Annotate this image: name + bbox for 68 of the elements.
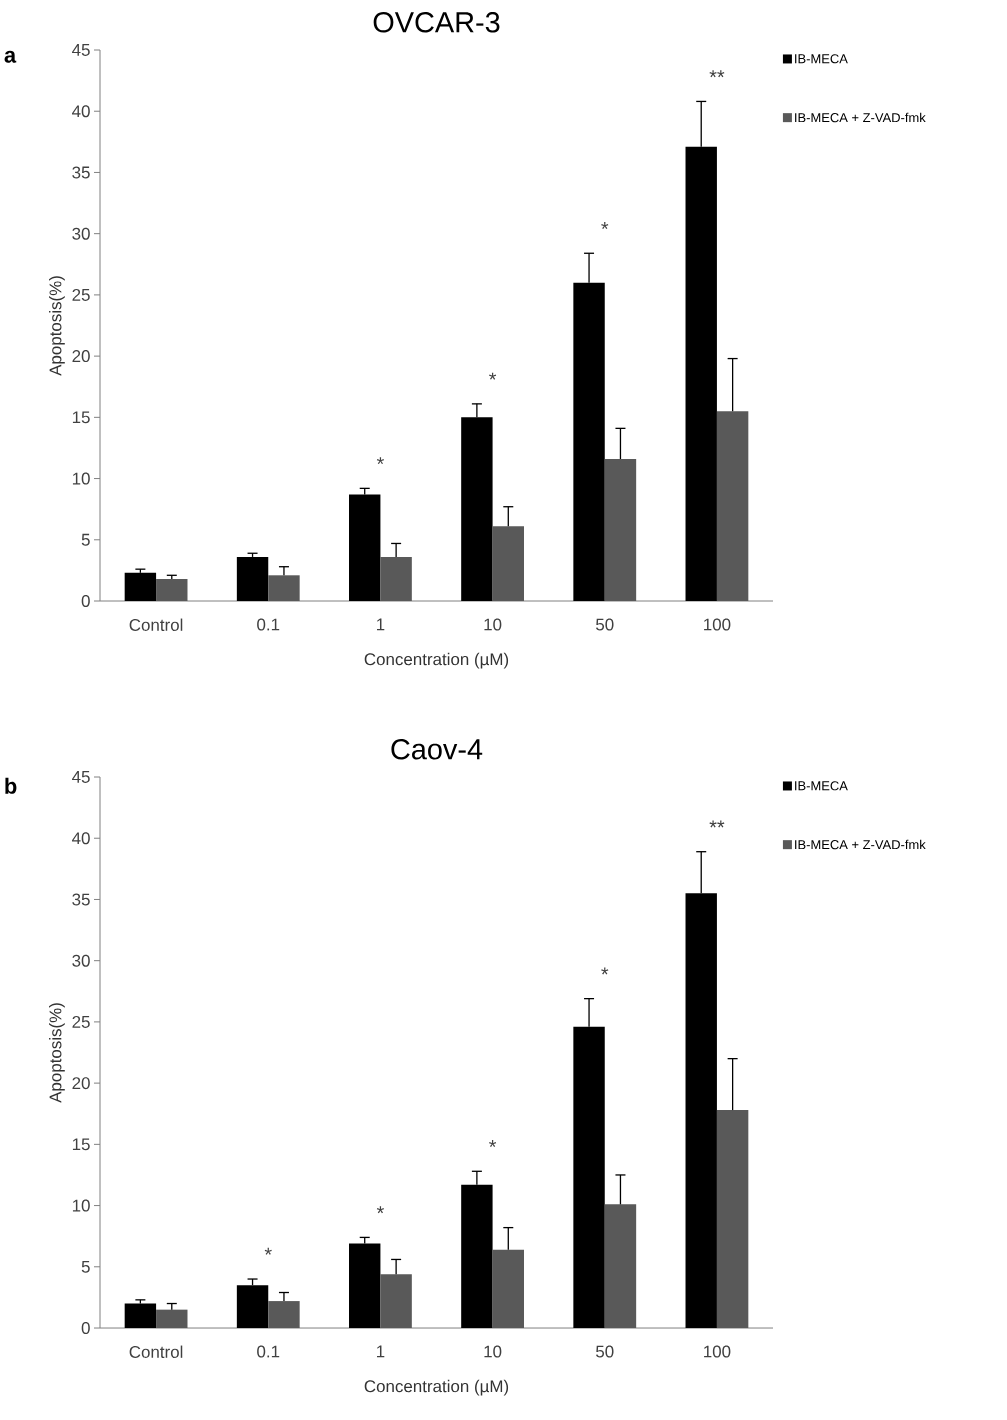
y-axis-title: Apoptosis(%) [49,1003,65,1103]
y-tick-label: 45 [72,44,90,56]
x-tick-label: Control [129,618,183,631]
y-tick-label: 20 [72,1077,90,1090]
x-tick-label: 10 [484,618,502,631]
bar [268,575,300,602]
y-tick-label: 25 [72,1015,90,1028]
x-axis-title: Concentration (µM) [364,652,509,669]
y-tick-label: 30 [72,954,90,967]
x-tick-label: 100 [704,1345,731,1358]
y-tick-label: 10 [72,1199,90,1212]
x-tick-label: 1 [377,1345,385,1358]
x-axis-title: Concentration (µM) [364,1379,509,1396]
legend-label: IB-MECA + Z-VAD-fmk [795,839,926,850]
y-tick-label: 0 [81,595,90,608]
annotation: * [376,1206,384,1214]
y-tick-label: 40 [72,105,90,118]
chart-title: OVCAR-3 [373,12,500,33]
y-tick-label: 30 [72,227,90,240]
bar [124,572,157,602]
bar [604,1204,637,1329]
annotation: * [489,372,497,380]
x-tick-label: 50 [596,618,614,631]
bar [492,526,524,602]
x-tick-label: 0.1 [257,618,280,631]
legend-label: IB-MECA + Z-VAD-fmk [795,112,926,123]
bar [604,458,637,602]
bar [380,556,412,602]
x-tick-label: 1 [377,618,385,631]
y-tick-label: 15 [72,1138,90,1151]
bar [268,1301,300,1329]
legend-label: IB-MECA [795,54,848,64]
y-tick-label: 10 [72,472,90,485]
bar [716,411,749,602]
annotation: * [376,457,384,465]
bar [716,1110,749,1329]
bar [380,1274,412,1329]
bar [124,1303,157,1329]
text: a [4,50,17,63]
y-tick-label: 20 [72,350,90,363]
y-tick-label: 35 [72,893,90,906]
y-axis-title: Apoptosis(%) [49,276,65,376]
annotation: ** [709,820,725,828]
x-tick-label: 50 [596,1345,614,1358]
bar [492,1249,524,1329]
y-tick-label: 40 [72,832,90,845]
y-tick-label: 15 [72,411,90,424]
y-tick-label: 0 [81,1322,90,1335]
y-tick-label: 25 [72,288,90,301]
bar [156,578,188,602]
x-tick-label: 100 [704,618,731,631]
legend-label: IB-MECA [795,781,848,791]
annotation: ** [709,70,725,78]
chart-title: Caov-4 [391,739,483,760]
annotation: * [601,222,609,230]
annotation: * [264,1247,272,1255]
text: b [5,777,17,794]
x-tick-label: 10 [484,1345,502,1358]
bar [236,556,269,602]
y-tick-label: 5 [81,1260,90,1273]
x-tick-label: 0.1 [257,1345,280,1358]
annotation: * [489,1140,497,1148]
y-tick-label: 45 [72,771,90,783]
annotation: * [601,967,609,975]
x-tick-label: Control [129,1345,183,1358]
y-tick-label: 5 [81,533,90,546]
bar [156,1309,188,1329]
y-tick-label: 35 [72,166,90,179]
